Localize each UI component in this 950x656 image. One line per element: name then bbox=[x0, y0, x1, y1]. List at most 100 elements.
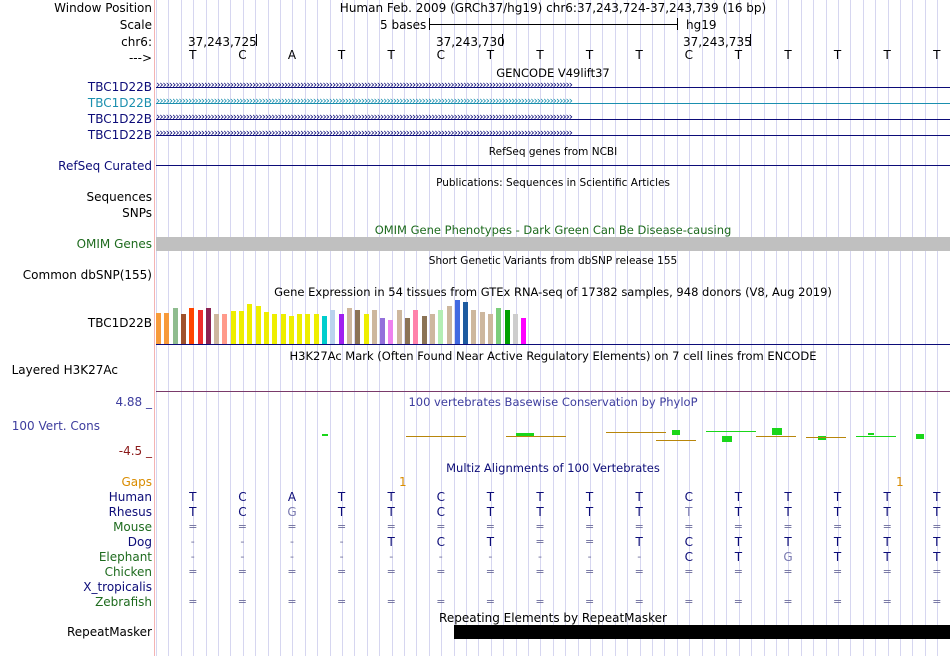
species-label-dog[interactable]: Dog bbox=[127, 535, 152, 549]
cons-label[interactable]: 100 Vert. Cons bbox=[11, 419, 100, 433]
gtex-tissue-bar[interactable] bbox=[355, 310, 361, 344]
repeatmasker-element[interactable] bbox=[454, 625, 950, 639]
species-label-zebrafish[interactable]: Zebrafish bbox=[95, 595, 152, 609]
gtex-tissue-bar[interactable] bbox=[189, 308, 195, 344]
gtex-tissue-bar[interactable] bbox=[255, 306, 261, 344]
h3k27ac-label[interactable]: Layered H3K27Ac bbox=[11, 363, 118, 377]
gtex-tissue-bar[interactable] bbox=[512, 314, 518, 344]
gtex-tissue-bar[interactable] bbox=[263, 312, 269, 344]
gtex-tissue-bar[interactable] bbox=[429, 314, 435, 344]
alignment-base: T bbox=[685, 505, 693, 519]
alignment-base: = bbox=[336, 565, 347, 578]
gtex-tissue-bar[interactable] bbox=[197, 310, 203, 344]
gtex-tissue-bar[interactable] bbox=[479, 312, 485, 344]
base-letter: T bbox=[883, 48, 891, 62]
gtex-tissue-bar[interactable] bbox=[280, 314, 286, 344]
gtex-tissue-bar[interactable] bbox=[230, 311, 236, 344]
grid-line bbox=[788, 0, 789, 656]
species-label-chicken[interactable]: Chicken bbox=[104, 565, 152, 579]
gtex-label[interactable]: TBC1D22B bbox=[87, 316, 152, 330]
gaps-label[interactable]: Gaps bbox=[121, 475, 152, 489]
omim-label[interactable]: OMIM Genes bbox=[76, 237, 152, 251]
alignment-base: = bbox=[584, 535, 595, 548]
gtex-tissue-bar[interactable] bbox=[239, 311, 244, 344]
alignment-base: = bbox=[584, 520, 595, 533]
species-label-human[interactable]: Human bbox=[108, 490, 152, 504]
gtex-tissue-bar[interactable] bbox=[496, 308, 502, 344]
cons-mark bbox=[818, 436, 826, 440]
gtex-tissue-bar[interactable] bbox=[305, 314, 311, 344]
coord-label-1: 37,243,725 bbox=[188, 35, 257, 49]
alignment-base: T bbox=[784, 505, 792, 519]
alignment-base: T bbox=[933, 490, 941, 504]
gtex-tissue-bar[interactable] bbox=[438, 310, 444, 344]
gtex-tissue-bar[interactable] bbox=[346, 308, 352, 344]
species-label-elephant[interactable]: Elephant bbox=[98, 550, 152, 564]
refseq-gene-line[interactable] bbox=[156, 165, 950, 166]
track-image-area[interactable]: Human Feb. 2009 (GRCh37/hg19) chr6:37,24… bbox=[156, 0, 950, 656]
gtex-tissue-bar[interactable] bbox=[521, 318, 527, 344]
gencode-label-2[interactable]: TBC1D22B bbox=[87, 96, 152, 110]
species-label-x_tropicalis[interactable]: X_tropicalis bbox=[83, 580, 152, 594]
gtex-tissue-bar[interactable] bbox=[371, 310, 377, 344]
gtex-tissue-bar[interactable] bbox=[463, 302, 469, 344]
gtex-expression-bars[interactable] bbox=[156, 298, 556, 344]
gtex-tissue-bar[interactable] bbox=[413, 310, 419, 344]
gtex-tissue-bar[interactable] bbox=[488, 314, 493, 344]
gtex-tissue-bar[interactable] bbox=[396, 310, 402, 344]
dbsnp-label[interactable]: Common dbSNP(155) bbox=[22, 268, 152, 282]
gtex-tissue-bar[interactable] bbox=[222, 314, 228, 344]
gtex-tissue-bar[interactable] bbox=[156, 313, 161, 344]
snps-label[interactable]: SNPs bbox=[122, 206, 152, 220]
grid-line bbox=[652, 0, 653, 656]
alignment-base: T bbox=[387, 490, 395, 504]
gtex-tissue-bar[interactable] bbox=[363, 314, 369, 344]
gtex-tissue-bar[interactable] bbox=[338, 314, 344, 344]
grid-line bbox=[640, 0, 641, 656]
gtex-tissue-bar[interactable] bbox=[288, 316, 294, 344]
gtex-tissue-bar[interactable] bbox=[205, 308, 211, 344]
gtex-tissue-bar[interactable] bbox=[164, 313, 170, 344]
cons-mark bbox=[322, 434, 328, 436]
gencode-label-3[interactable]: TBC1D22B bbox=[87, 112, 152, 126]
gtex-tissue-bar[interactable] bbox=[322, 316, 327, 344]
gtex-tissue-bar[interactable] bbox=[446, 306, 452, 344]
gencode-label-1[interactable]: TBC1D22B bbox=[87, 80, 152, 94]
label-separator bbox=[154, 0, 155, 656]
gencode-gene-line[interactable]: ››››››››››››››››››››››››››››››››››››››››… bbox=[156, 112, 950, 126]
gtex-tissue-bar[interactable] bbox=[388, 320, 394, 344]
omim-gene-bar[interactable] bbox=[156, 237, 950, 251]
gtex-tissue-bar[interactable] bbox=[214, 314, 220, 344]
gtex-tissue-bar[interactable] bbox=[454, 300, 460, 344]
grid-line bbox=[863, 0, 864, 656]
gtex-tissue-bar[interactable] bbox=[471, 310, 477, 344]
grid-line bbox=[900, 0, 901, 656]
repeatmasker-label[interactable]: RepeatMasker bbox=[66, 625, 152, 639]
track-label-pane: Window Position Scale chr6: ---> TBC1D22… bbox=[0, 0, 154, 656]
alignment-base: T bbox=[833, 535, 842, 549]
gtex-tissue-bar[interactable] bbox=[247, 304, 253, 344]
alignment-base: = bbox=[634, 520, 644, 533]
gtex-tissue-bar[interactable] bbox=[297, 314, 303, 344]
gencode-gene-line[interactable]: ››››››››››››››››››››››››››››››››››››››››… bbox=[156, 80, 950, 94]
gtex-tissue-bar[interactable] bbox=[180, 314, 186, 344]
gtex-tissue-bar[interactable] bbox=[330, 310, 336, 344]
cons-mark bbox=[868, 433, 874, 435]
refseq-label[interactable]: RefSeq Curated bbox=[58, 159, 152, 173]
gtex-tissue-bar[interactable] bbox=[380, 318, 386, 344]
gtex-tissue-bar[interactable] bbox=[172, 308, 178, 344]
alignment-base: = bbox=[436, 520, 446, 533]
gencode-gene-line[interactable]: ››››››››››››››››››››››››››››››››››››››››… bbox=[156, 96, 950, 110]
gtex-tissue-bar[interactable] bbox=[421, 316, 427, 344]
alignment-base: = bbox=[932, 565, 942, 578]
gencode-label-4[interactable]: TBC1D22B bbox=[87, 128, 152, 142]
species-label-mouse[interactable]: Mouse bbox=[113, 520, 152, 534]
gtex-tissue-bar[interactable] bbox=[504, 310, 510, 344]
gtex-tissue-bar[interactable] bbox=[272, 314, 278, 344]
publications-label[interactable]: Sequences bbox=[86, 190, 152, 204]
species-label-rhesus[interactable]: Rhesus bbox=[108, 505, 152, 519]
gencode-gene-line[interactable]: ››››››››››››››››››››››››››››››››››››››››… bbox=[156, 128, 950, 142]
gtex-tissue-bar[interactable] bbox=[405, 318, 410, 344]
gtex-tissue-bar[interactable] bbox=[313, 314, 319, 344]
